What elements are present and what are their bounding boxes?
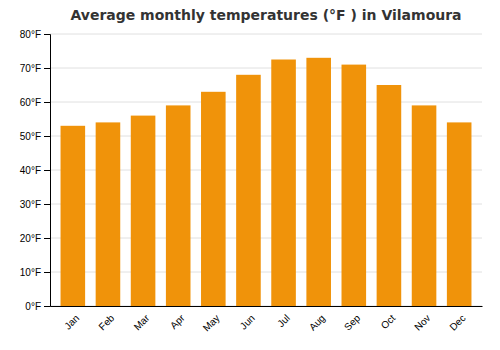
tick-mark xyxy=(44,170,50,171)
title: Average monthly temperatures (°F ) in Vi… xyxy=(70,7,461,23)
x-tick: Nov xyxy=(412,312,432,332)
tick-mark xyxy=(44,204,50,205)
tick-label: Sep xyxy=(342,312,363,333)
tick-label: Nov xyxy=(412,312,432,332)
tick-mark xyxy=(44,102,50,103)
bar xyxy=(377,85,402,306)
chart: 0°F 10°F 20°F 30°F 40°F 50°F 60°F 70°F 80°F Jan Fe… xyxy=(0,0,500,350)
bar xyxy=(61,126,86,306)
tick-mark xyxy=(44,34,50,35)
y-tick: 20°F xyxy=(20,233,50,244)
bar xyxy=(306,58,331,306)
y-tick: 30°F xyxy=(20,199,50,210)
bar xyxy=(96,122,121,306)
tick-label: Jan xyxy=(62,312,81,331)
tick-label: 20°F xyxy=(20,233,41,244)
tick-label: Aug xyxy=(307,312,327,332)
tick-mark xyxy=(44,306,50,307)
tick-mark xyxy=(44,68,50,69)
x-tick: May xyxy=(201,312,222,333)
tick-label: Dec xyxy=(447,312,467,332)
tick-label: May xyxy=(201,312,222,333)
tick-label: Apr xyxy=(168,312,187,331)
bar xyxy=(201,92,226,306)
x-tick: Feb xyxy=(96,312,116,332)
tick-label: Mar xyxy=(132,312,152,332)
x-tick: Jun xyxy=(238,312,257,331)
axis-line xyxy=(51,306,483,307)
x-tick: Sep xyxy=(342,312,363,333)
y-tick: 50°F xyxy=(20,131,50,142)
tick-label: 0°F xyxy=(25,301,41,312)
x-axis: Jan Feb Mar Apr May Jun Jul Aug Sep Oct Nov Dec xyxy=(51,307,483,334)
tick-label: 70°F xyxy=(20,63,41,74)
tick-label: Oct xyxy=(379,312,398,331)
plot: 0°F 10°F 20°F 30°F 40°F 50°F 60°F 70°F 80°F Jan Fe… xyxy=(20,29,483,334)
x-tick: Oct xyxy=(379,312,398,331)
x-tick: Jan xyxy=(62,312,81,331)
tick-label: 50°F xyxy=(20,131,41,142)
bar xyxy=(131,116,156,306)
y-tick: 60°F xyxy=(20,97,50,108)
bars xyxy=(61,58,472,306)
tick-label: 80°F xyxy=(20,29,41,40)
tick-mark xyxy=(44,238,50,239)
tick-mark xyxy=(44,272,50,273)
tick-label: 40°F xyxy=(20,165,41,176)
y-tick: 10°F xyxy=(20,267,50,278)
y-tick: 40°F xyxy=(20,165,50,176)
bar xyxy=(412,105,437,306)
bar xyxy=(447,122,472,306)
tick-label: 10°F xyxy=(20,267,41,278)
bar xyxy=(342,65,367,306)
x-tick: Jul xyxy=(275,312,292,329)
tick-label: Jun xyxy=(238,312,257,331)
x-tick: Mar xyxy=(132,312,152,332)
x-tick: Dec xyxy=(447,312,467,332)
tick-mark xyxy=(44,136,50,137)
tick-label: 60°F xyxy=(20,97,41,108)
grid-line xyxy=(50,102,482,103)
y-tick: 80°F xyxy=(20,29,50,40)
x-tick: Apr xyxy=(168,312,187,331)
grid-line xyxy=(50,68,482,69)
grid xyxy=(50,34,482,306)
x-tick: Aug xyxy=(307,312,327,332)
bar xyxy=(271,60,296,307)
tick-label: Jul xyxy=(275,312,292,329)
tick-label: 30°F xyxy=(20,199,41,210)
y-tick: 70°F xyxy=(20,63,50,74)
axis-line xyxy=(44,35,51,307)
bar xyxy=(166,105,191,306)
y-axis: 0°F 10°F 20°F 30°F 40°F 50°F 60°F 70°F 80°F xyxy=(20,29,51,312)
y-tick: 0°F xyxy=(25,301,50,312)
bar xyxy=(236,75,261,306)
tick-label: Feb xyxy=(96,312,116,332)
grid-line xyxy=(50,34,482,35)
